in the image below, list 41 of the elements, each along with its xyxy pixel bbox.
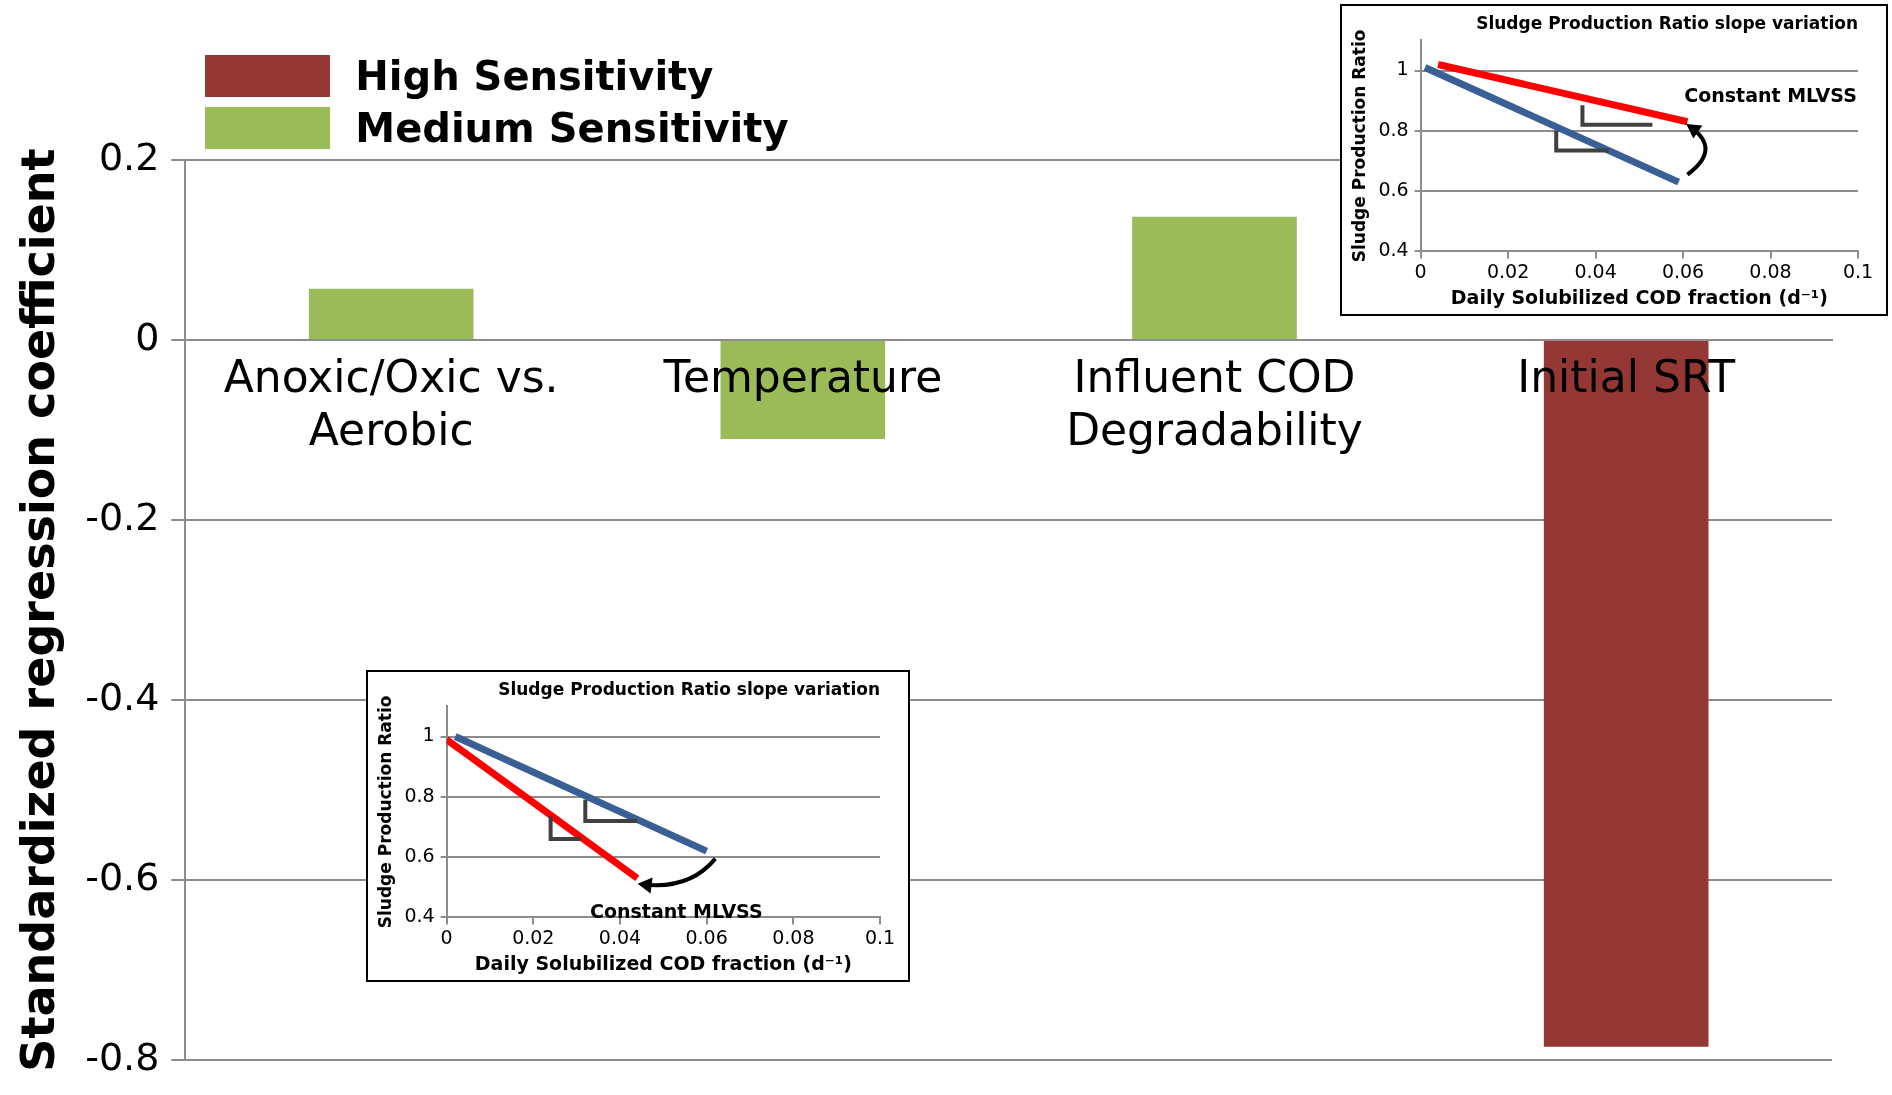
bar bbox=[1132, 216, 1297, 340]
x-axis-title: Daily Solubilized COD fraction (d⁻¹) bbox=[1450, 285, 1828, 308]
legend-label: High Sensitivity bbox=[355, 53, 714, 99]
legend-label: Medium Sensitivity bbox=[355, 105, 789, 151]
y-tick-label: 0 bbox=[135, 314, 160, 359]
y-tick-label: 0.4 bbox=[404, 904, 435, 927]
x-tick-label: 0.08 bbox=[1749, 259, 1792, 282]
y-tick-label: -0.2 bbox=[85, 494, 160, 539]
y-tick-label: 0.8 bbox=[404, 783, 435, 806]
x-axis-title: Daily Solubilized COD fraction (d⁻¹) bbox=[474, 951, 852, 974]
x-tick-label: 0.06 bbox=[685, 925, 728, 948]
y-tick-label: 0.6 bbox=[1378, 178, 1409, 201]
y-tick-label: 0.8 bbox=[1378, 117, 1409, 140]
x-tick-label: 0.02 bbox=[512, 925, 555, 948]
y-tick-label: -0.4 bbox=[85, 674, 160, 719]
x-tick-label: 0 bbox=[440, 925, 453, 948]
y-axis-title: Sludge Production Ratio bbox=[1348, 29, 1369, 263]
x-tick-label: Anoxic/Oxic vs. Aerobic bbox=[223, 350, 559, 455]
chart-title: Sludge Production Ratio slope variation bbox=[1476, 12, 1858, 33]
x-tick-label: 0.04 bbox=[1574, 259, 1617, 282]
y-tick-label: -0.6 bbox=[85, 855, 160, 900]
annotation: Constant MLVSS bbox=[590, 900, 763, 923]
x-tick-label: 0.02 bbox=[1486, 259, 1530, 282]
x-tick-label: 0 bbox=[1414, 259, 1427, 282]
y-tick-label: -0.8 bbox=[85, 1035, 160, 1080]
y-tick-label: 0.4 bbox=[1378, 238, 1409, 261]
y-axis-title: Standardized regression coefficient bbox=[10, 148, 65, 1072]
chart-title: Sludge Production Ratio slope variation bbox=[498, 678, 880, 699]
x-tick-label: 0.1 bbox=[864, 925, 896, 948]
y-tick-label: 1 bbox=[1396, 57, 1409, 80]
y-tick-label: 0.6 bbox=[404, 844, 435, 867]
x-tick-label: 0.06 bbox=[1661, 259, 1705, 282]
y-axis-title: Sludge Production Ratio bbox=[374, 695, 395, 929]
y-tick-label: 0.2 bbox=[98, 134, 160, 179]
y-tick-label: 1 bbox=[422, 723, 435, 746]
x-tick-label: 0.04 bbox=[598, 925, 642, 948]
annotation: Constant MLVSS bbox=[1684, 84, 1857, 107]
x-tick-label: Influent COD Degradability bbox=[1066, 350, 1363, 455]
x-tick-label: 0.08 bbox=[772, 925, 815, 948]
bar bbox=[308, 288, 474, 340]
x-tick-label: 0.1 bbox=[1842, 259, 1874, 282]
